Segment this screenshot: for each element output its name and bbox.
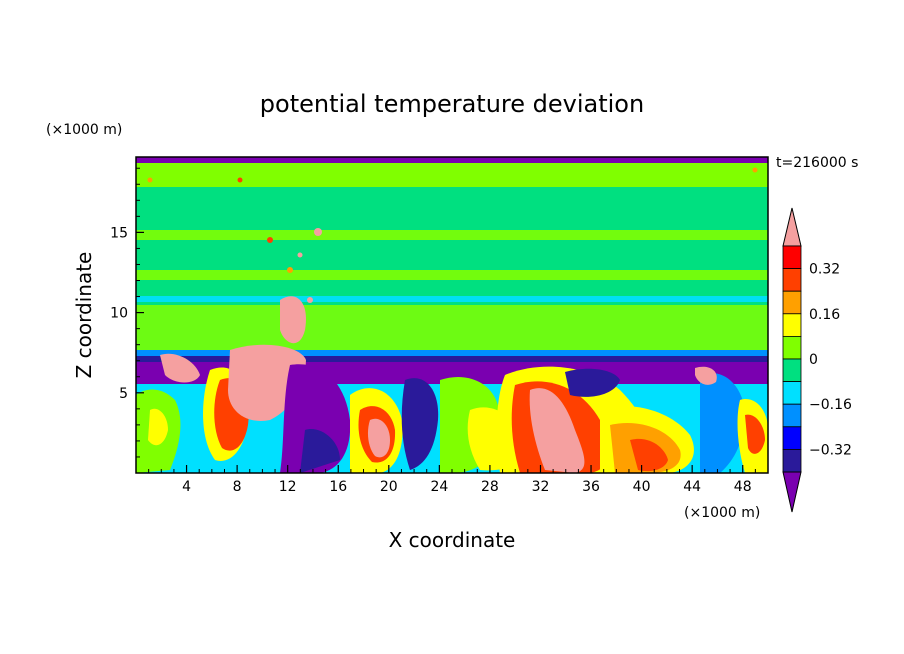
x-tick-label: 28 bbox=[481, 479, 499, 495]
x-tick-label: 16 bbox=[329, 479, 347, 495]
colorbar-bin bbox=[782, 268, 802, 292]
blob-cold-navy bbox=[300, 429, 340, 473]
x-tick-label: 20 bbox=[380, 479, 398, 495]
navy-band bbox=[136, 356, 768, 364]
blob-36km-navy bbox=[565, 368, 620, 397]
chart-title: potential temperature deviation bbox=[260, 90, 644, 118]
colorbar-bottom-triangle bbox=[782, 471, 802, 513]
x-tick-label: 36 bbox=[582, 479, 600, 495]
colorbar-bin bbox=[782, 426, 802, 450]
cyan-line bbox=[136, 296, 768, 302]
green-band-1 bbox=[136, 230, 768, 240]
blob-20km-pink bbox=[367, 418, 390, 458]
x-units-label: (×1000 m) bbox=[684, 505, 760, 521]
colorbar-top-triangle bbox=[782, 207, 802, 247]
colorbar-tick-label: 0.32 bbox=[809, 262, 840, 278]
y-tick-label: 5 bbox=[119, 386, 128, 402]
blue-band bbox=[136, 350, 768, 358]
colorbar-bin bbox=[782, 358, 802, 383]
blob-32km-pink bbox=[529, 388, 585, 473]
y-units-label: (×1000 m) bbox=[46, 122, 122, 138]
blob-left-yellow bbox=[148, 408, 168, 446]
colorbar-bin bbox=[782, 381, 802, 405]
upper-green-light bbox=[136, 163, 768, 187]
colorbar-bin bbox=[782, 313, 802, 337]
blob-plume-pink bbox=[280, 296, 306, 344]
colorbar-bin bbox=[782, 245, 802, 270]
colorbar: 0.32 0.16 0 −0.16 −0.32 bbox=[782, 207, 852, 513]
colorbar-tick-label: 0.16 bbox=[809, 307, 840, 323]
y-tick-label: 15 bbox=[110, 225, 128, 241]
blob-48km-red bbox=[745, 414, 765, 454]
blob-44km-pink bbox=[695, 366, 717, 385]
blob-40km-red bbox=[630, 438, 668, 472]
colorbar-bin bbox=[782, 403, 802, 428]
x-tick-label: 44 bbox=[683, 479, 701, 495]
time-label: t=216000 s bbox=[776, 155, 858, 171]
y-axis: 5 10 15 bbox=[110, 167, 144, 458]
y-axis-label: Z coordinate bbox=[72, 252, 96, 379]
x-tick-label: 48 bbox=[734, 479, 752, 495]
colorbar-tick-label: −0.32 bbox=[809, 442, 852, 458]
x-axis: 4 8 12 16 20 24 28 32 36 40 44 48 bbox=[148, 465, 756, 495]
x-tick-label: 8 bbox=[233, 479, 242, 495]
x-tick-label: 24 bbox=[430, 479, 448, 495]
x-axis-label: X coordinate bbox=[389, 528, 516, 552]
colorbar-bin bbox=[782, 335, 802, 360]
heatmap-field bbox=[136, 157, 768, 473]
green-band-3 bbox=[136, 305, 768, 350]
colorbar-bin bbox=[782, 290, 802, 315]
blob-6km-pink bbox=[160, 353, 200, 383]
blob-22km-navy bbox=[401, 378, 439, 470]
green-band-2 bbox=[136, 270, 768, 280]
upper-plume-speckles bbox=[147, 167, 758, 303]
x-tick-label: 4 bbox=[182, 479, 191, 495]
colorbar-tick-label: 0 bbox=[809, 352, 818, 368]
top-purple-strip bbox=[136, 157, 768, 163]
colorbar-tick-label: −0.16 bbox=[809, 397, 852, 413]
blob-46km-blue bbox=[700, 373, 745, 473]
x-tick-label: 32 bbox=[532, 479, 550, 495]
y-tick-label: 10 bbox=[110, 306, 128, 322]
x-tick-label: 12 bbox=[279, 479, 297, 495]
colorbar-bin bbox=[782, 448, 802, 473]
x-tick-label: 40 bbox=[633, 479, 651, 495]
